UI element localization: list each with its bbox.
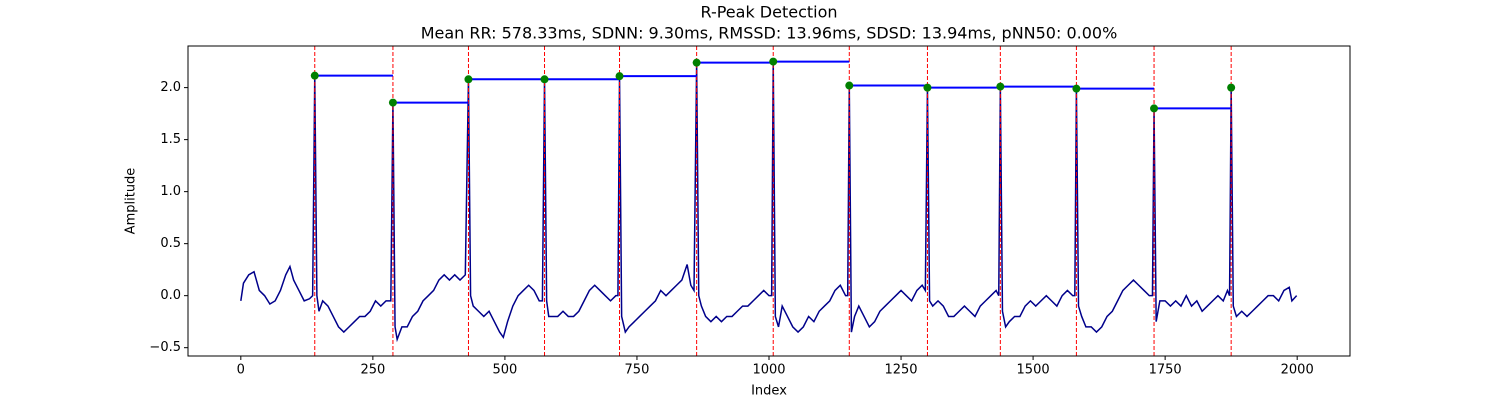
peak-marker [388,98,397,107]
peak-marker [615,72,624,81]
x-tick-label: 500 [492,363,517,378]
x-tick-label: 2000 [1281,363,1314,378]
chart-subtitle: Mean RR: 578.33ms, SDNN: 9.30ms, RMSSD: … [421,24,1118,43]
y-tick-label: 2.0 [160,80,181,95]
x-tick-label: 250 [360,363,385,378]
y-tick-label: 0.5 [160,236,181,251]
peak-marker [845,81,854,90]
peak-marker [996,82,1005,91]
peak-marker [1227,83,1236,92]
peak-marker [692,58,701,67]
signal-line [240,61,1298,343]
peak-marker [923,83,932,92]
x-axis-label: Index [751,384,787,399]
y-axis-label: Amplitude [124,168,139,235]
x-tick-label: 0 [237,363,245,378]
chart-title: R-Peak Detection [700,3,837,22]
plot-frame [187,45,1351,357]
x-tick-label: 1750 [1149,363,1182,378]
y-tick-label: 0.0 [160,288,181,303]
x-tick-label: 750 [625,363,650,378]
peak-marker [1150,104,1159,113]
peak-marker [310,71,319,80]
peak-marker [769,57,778,66]
x-tick-label: 1000 [752,363,785,378]
peak-marker [464,75,473,84]
peak-marker [540,75,549,84]
x-tick-label: 1250 [884,363,917,378]
y-tick-label: 1.0 [160,184,181,199]
x-tick-label: 1500 [1017,363,1050,378]
y-tick-label: −0.5 [149,340,181,355]
y-tick-label: 1.5 [160,132,181,147]
peak-marker [1072,84,1081,93]
